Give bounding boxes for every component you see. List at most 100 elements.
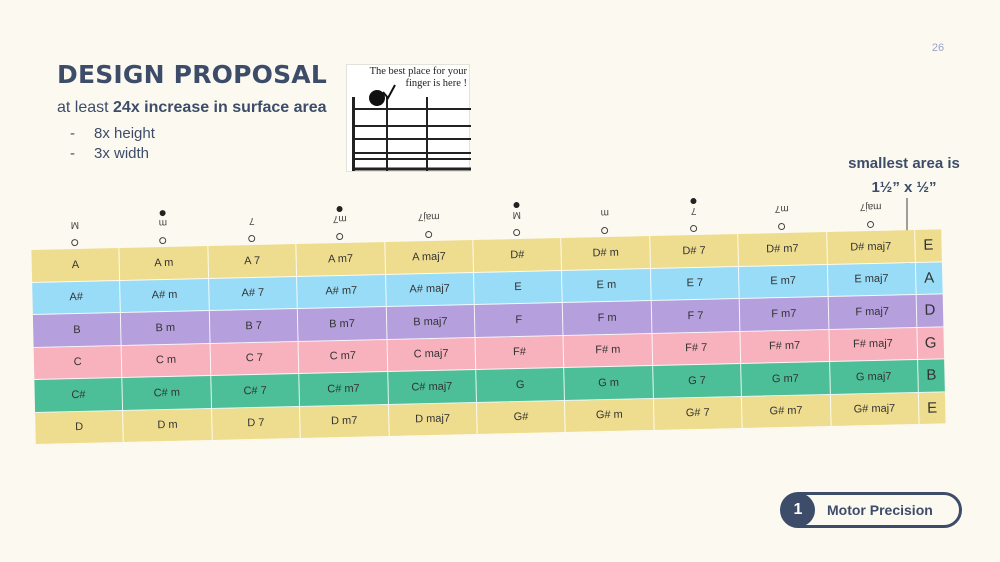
check-mark-icon — [382, 84, 396, 100]
chord-cell[interactable]: G maj7 — [829, 359, 919, 395]
chord-type-label: m — [158, 216, 168, 229]
chord-cell[interactable]: F 7 — [651, 298, 741, 334]
chord-cell[interactable]: G m7 — [741, 361, 831, 397]
chord-type-header-cell: 7 — [207, 206, 296, 248]
chord-cell[interactable]: F# maj7 — [828, 327, 919, 362]
bullet-text: 3x width — [94, 145, 150, 162]
chord-cell[interactable]: D# maj7 — [826, 229, 916, 265]
chord-type-label: m — [600, 206, 610, 219]
chord-cell[interactable]: D — [35, 410, 125, 446]
chord-cell[interactable]: A# m — [120, 278, 210, 314]
chord-cell[interactable]: A# — [32, 280, 122, 316]
open-dot-icon — [247, 234, 256, 243]
chord-cell[interactable]: G# 7 — [653, 396, 743, 431]
open-dot-icon — [601, 226, 609, 235]
chord-cell[interactable]: D# — [473, 238, 563, 273]
chord-cell[interactable]: F m — [563, 300, 653, 336]
open-dot-icon — [866, 220, 874, 229]
finger-dot — [369, 90, 385, 106]
chord-type-label: m7 — [774, 202, 789, 215]
chord-cell[interactable]: G — [476, 367, 566, 403]
chord-type-label: maj7 — [417, 210, 440, 223]
chord-cell[interactable]: D# 7 — [649, 234, 740, 269]
open-dot-icon — [778, 222, 786, 231]
smallest-area-note: smallest area is 1½” x ½” — [838, 152, 970, 200]
chord-cell[interactable]: G# m — [565, 398, 655, 433]
chord-cell[interactable]: F# 7 — [652, 331, 742, 366]
chord-cell[interactable]: F — [474, 303, 564, 338]
bullet-item: - 8x height — [70, 124, 155, 144]
chord-cell[interactable]: F# — [475, 335, 565, 370]
chord-cell[interactable]: D# m — [561, 236, 651, 271]
chord-cell[interactable]: G# — [476, 400, 567, 435]
chord-cell[interactable]: G# m7 — [742, 394, 832, 429]
subtitle: at least 24x increase in surface area — [57, 99, 327, 117]
chord-cell[interactable]: C m7 — [298, 339, 388, 375]
chord-cell[interactable]: G 7 — [652, 363, 743, 399]
string-label: B — [918, 359, 945, 393]
chord-cell[interactable]: D m7 — [300, 404, 390, 439]
chord-type-label: M — [70, 218, 80, 231]
fretboard-drawing — [352, 84, 471, 171]
chord-cell[interactable]: C# m — [122, 376, 212, 411]
chord-cell[interactable]: A m7 — [296, 242, 386, 277]
section-number: 1 — [781, 493, 815, 527]
string-label: G — [917, 326, 945, 360]
chord-cell[interactable]: C 7 — [210, 341, 300, 377]
chord-cell[interactable]: A — [31, 248, 121, 283]
chord-cell[interactable]: C — [33, 345, 123, 381]
chord-cell[interactable]: B m — [121, 311, 211, 346]
chord-cell[interactable]: F# m — [563, 333, 653, 368]
chord-cell[interactable]: C maj7 — [387, 337, 477, 372]
caption-line-2: finger is here ! — [405, 78, 467, 89]
chord-cell[interactable]: E maj7 — [827, 262, 917, 297]
chord-cell[interactable]: C# maj7 — [387, 369, 477, 405]
open-dot-icon — [689, 224, 697, 233]
chord-type-header-cell: m — [561, 198, 650, 240]
chord-cell[interactable]: E — [473, 270, 564, 306]
chord-cell[interactable]: A maj7 — [384, 240, 474, 275]
chord-cell[interactable]: G m — [564, 365, 654, 401]
chord-cell[interactable]: A# maj7 — [385, 272, 475, 308]
chord-cell[interactable]: A m — [119, 246, 209, 281]
bullet-item: - 3x width — [70, 144, 155, 164]
chord-cell[interactable]: A# m7 — [297, 274, 387, 310]
chord-cell[interactable]: D 7 — [211, 406, 301, 441]
nut — [352, 97, 355, 171]
illustration-caption: The best place for your finger is here ! — [347, 66, 471, 90]
chord-cell[interactable]: C# 7 — [211, 374, 301, 409]
chord-type-header-cell: 7 — [649, 196, 738, 238]
chord-type-header-cell: m — [119, 208, 208, 250]
chord-cell[interactable]: B maj7 — [386, 305, 476, 340]
chord-cell[interactable]: F maj7 — [828, 294, 918, 330]
chord-cell[interactable]: E 7 — [650, 266, 740, 301]
subtitle-emphasis: 24x increase in surface area — [113, 99, 327, 116]
chord-cell[interactable]: C# — [34, 378, 124, 413]
chord-type-label: 7 — [248, 214, 255, 227]
open-dot-icon — [424, 230, 432, 239]
string-label: E — [915, 229, 942, 263]
chord-cell[interactable]: D# m7 — [738, 232, 828, 267]
chord-cell[interactable]: B 7 — [209, 309, 299, 344]
chord-type-label: maj7 — [859, 200, 882, 213]
caption-line-1: The best place for your — [369, 66, 467, 77]
chord-cell[interactable]: E m7 — [739, 264, 829, 299]
chord-cell[interactable]: A 7 — [208, 244, 298, 279]
section-badge: 1 Motor Precision — [780, 492, 962, 528]
chord-type-label: 7 — [690, 204, 697, 217]
chord-cell[interactable]: F# m7 — [740, 329, 830, 364]
page-number: 26 — [931, 42, 945, 54]
open-dot-icon — [336, 232, 344, 241]
chord-cell[interactable]: D m — [123, 408, 213, 443]
chord-cell[interactable]: A# 7 — [208, 276, 298, 312]
chord-cell[interactable]: B — [32, 313, 122, 348]
chord-cell[interactable]: E m — [562, 268, 652, 304]
chord-cell[interactable]: C m — [121, 343, 212, 379]
chord-cell[interactable]: G# maj7 — [830, 392, 920, 427]
chord-cell[interactable]: B m7 — [297, 307, 388, 342]
chord-cell[interactable]: D maj7 — [388, 402, 478, 437]
chord-cell[interactable]: F m7 — [739, 296, 829, 332]
chord-cell[interactable]: C# m7 — [299, 371, 389, 407]
note-line-1: smallest area is — [848, 155, 960, 172]
